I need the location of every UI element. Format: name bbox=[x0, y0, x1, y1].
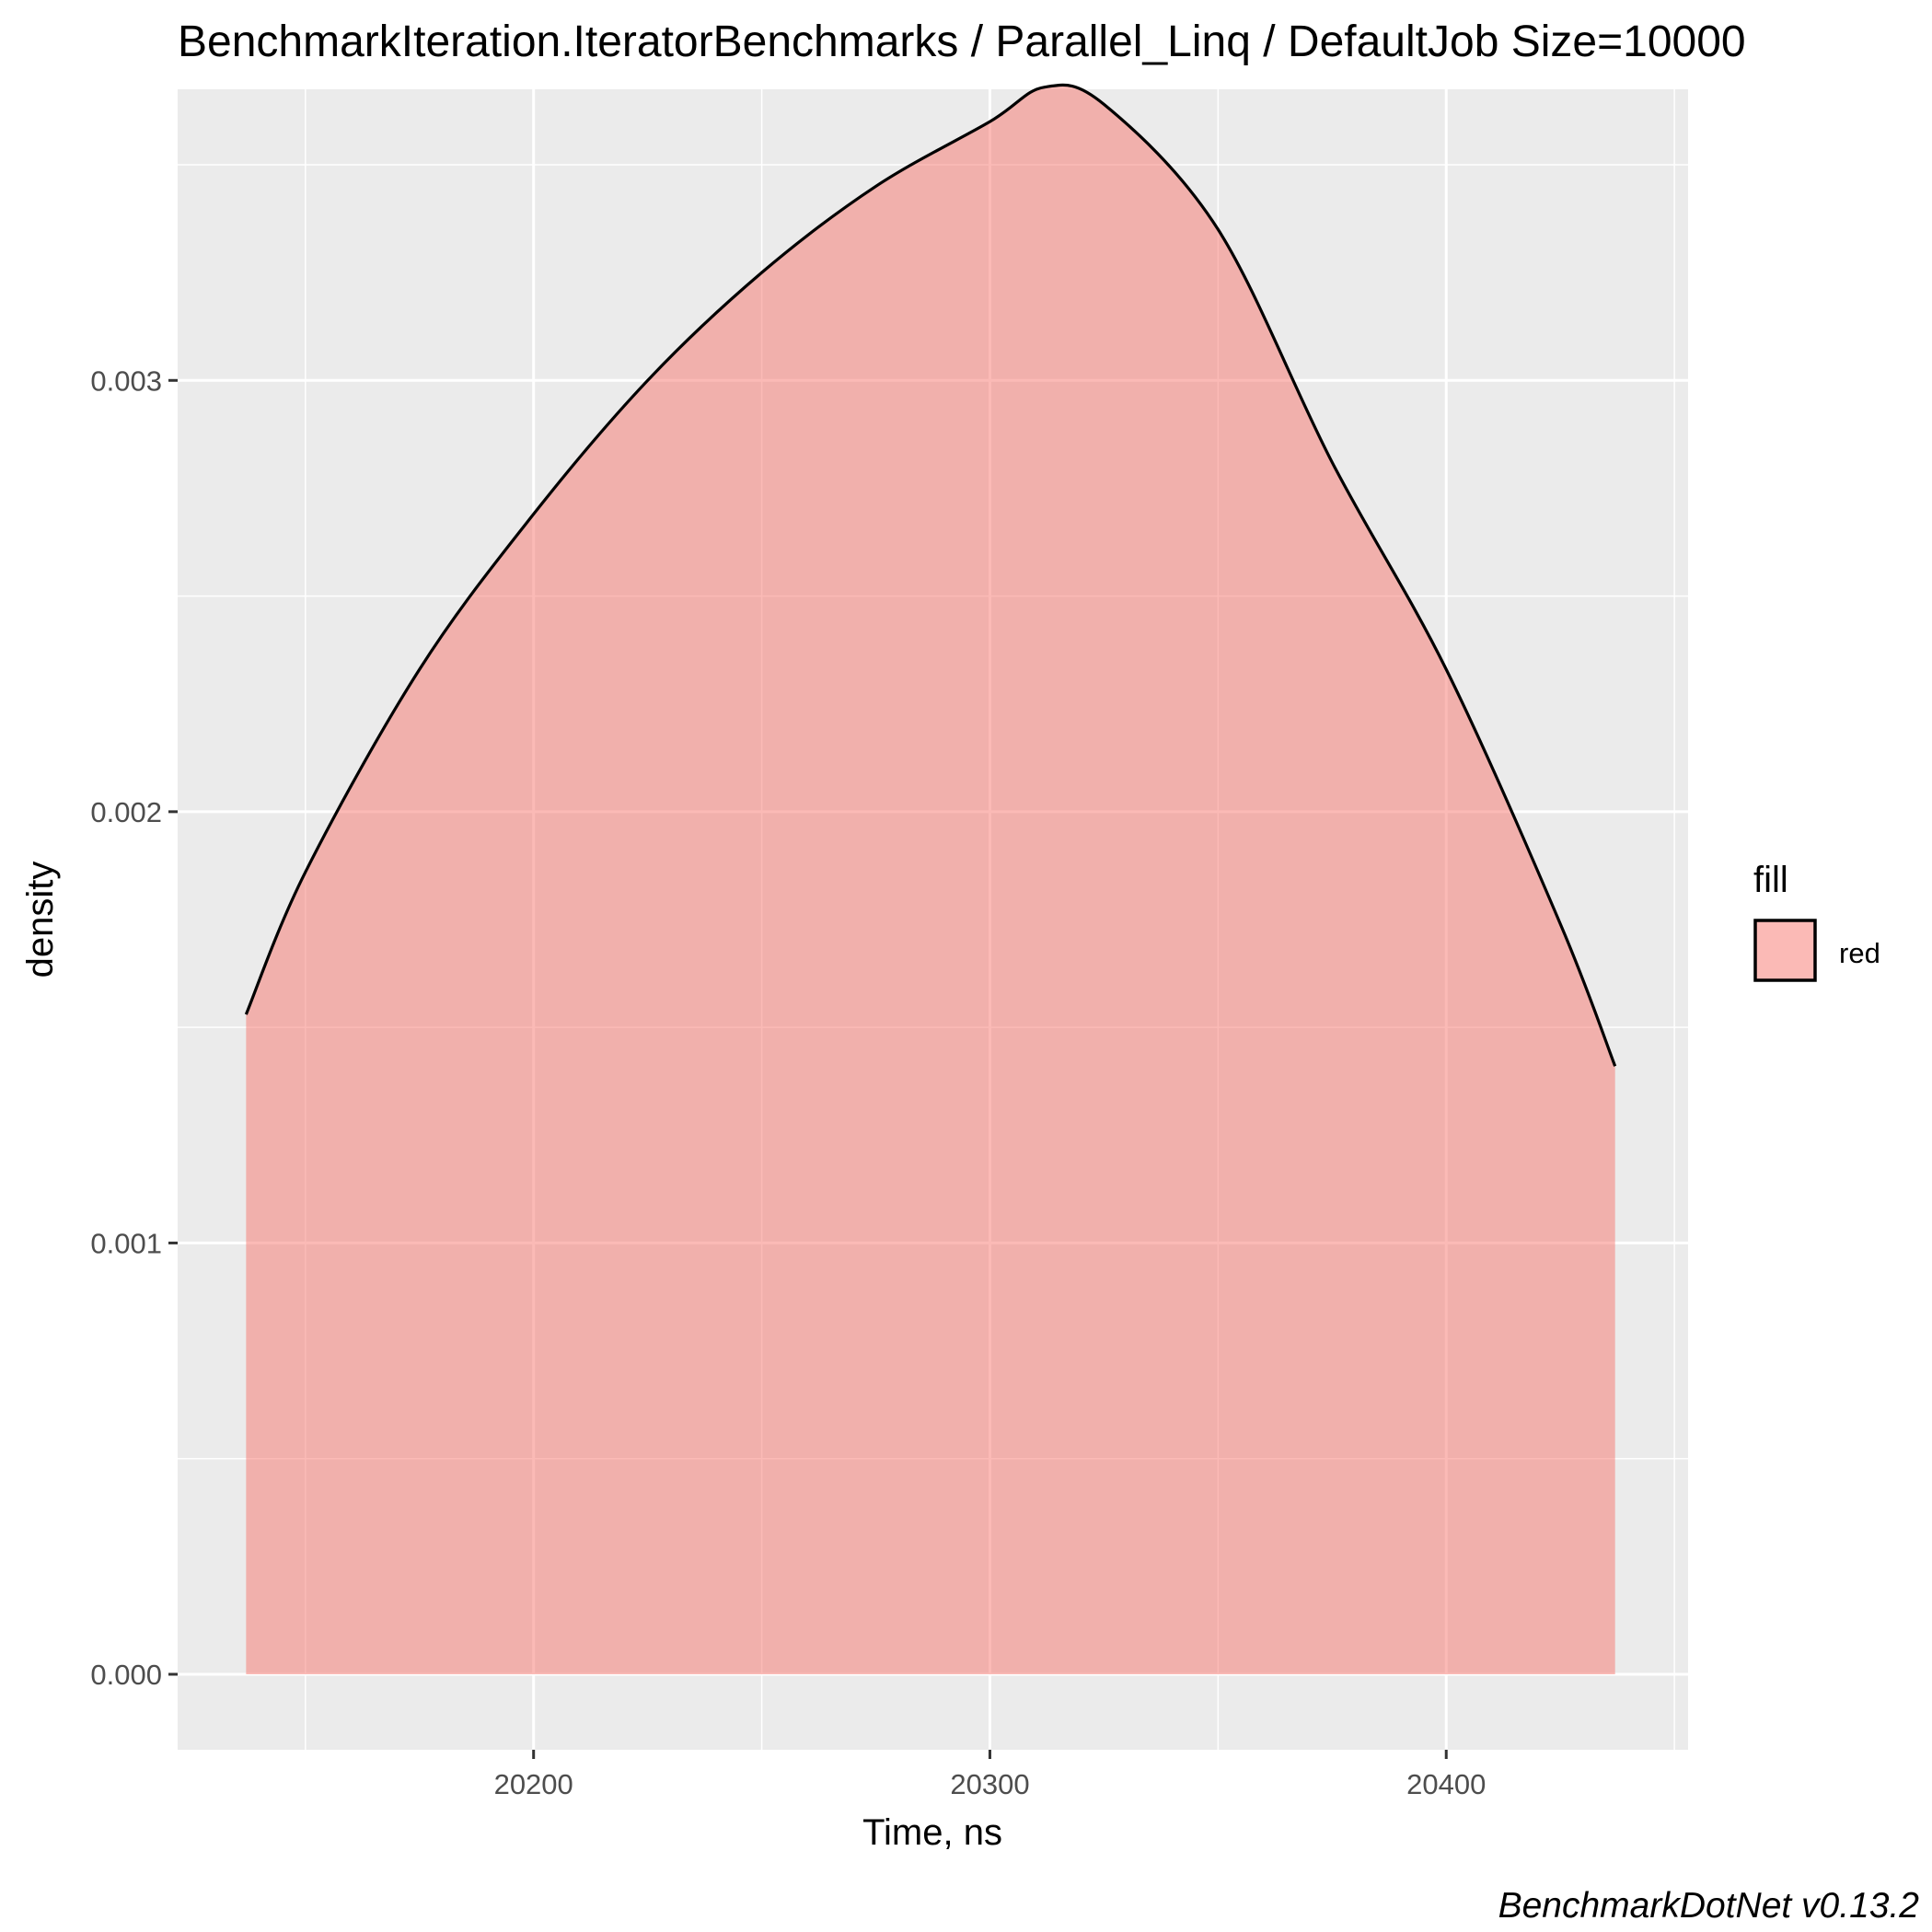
y-axis-title: density bbox=[20, 862, 61, 978]
density-line-0 bbox=[244, 83, 1617, 1067]
legend-title: fill bbox=[1753, 860, 1788, 900]
x-tick-label-2: 20400 bbox=[1406, 1768, 1486, 1800]
x-axis-title: Time, ns bbox=[862, 1812, 1002, 1853]
y-axis: 0.000 0.001 0.002 0.003 bbox=[90, 364, 178, 1691]
y-tick-label-1: 0.001 bbox=[90, 1227, 162, 1259]
legend-key-red bbox=[1753, 919, 1817, 982]
density-layer bbox=[244, 83, 1617, 1674]
legend: fill red bbox=[1753, 860, 1880, 982]
legend-label-red: red bbox=[1839, 937, 1880, 969]
density-area-0 bbox=[246, 85, 1615, 1674]
x-tick-label-1: 20300 bbox=[950, 1768, 1029, 1800]
y-tick-label-2: 0.002 bbox=[90, 796, 162, 828]
chart-caption: BenchmarkDotNet v0.13.2 bbox=[1498, 1886, 1920, 1926]
chart-title: BenchmarkIteration.IteratorBenchmarks / … bbox=[178, 17, 1746, 66]
y-tick-label-3: 0.003 bbox=[90, 364, 162, 397]
x-axis: 20200 20300 20400 bbox=[494, 1750, 1486, 1800]
y-tick-label-0: 0.000 bbox=[90, 1659, 162, 1691]
x-tick-label-0: 20200 bbox=[494, 1768, 573, 1800]
